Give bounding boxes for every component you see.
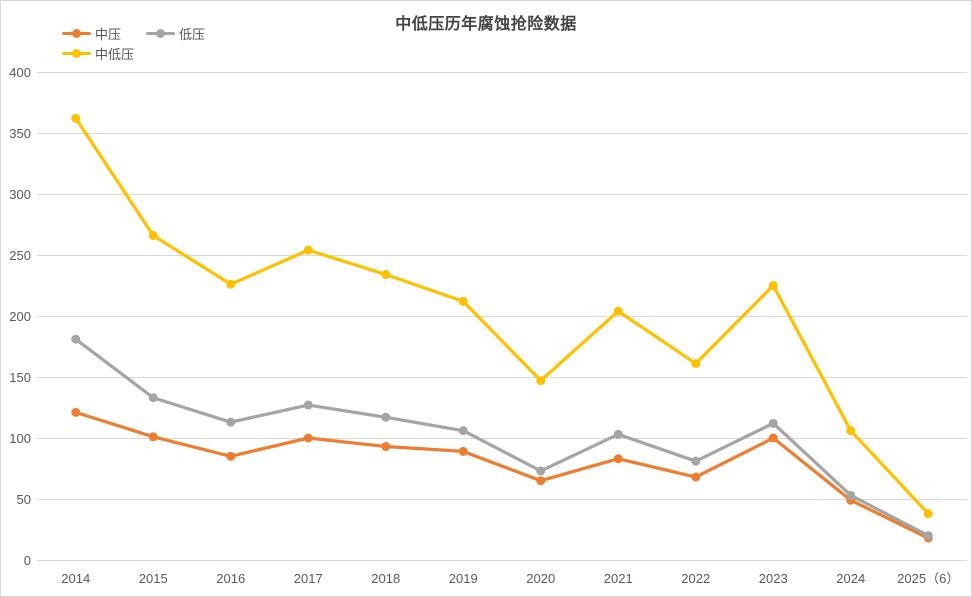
y-tick-label: 400 bbox=[9, 65, 31, 80]
data-point bbox=[768, 418, 778, 428]
legend-line-marker-icon bbox=[146, 28, 175, 38]
series-中低压 bbox=[71, 113, 933, 519]
data-point bbox=[226, 279, 236, 289]
data-point bbox=[458, 296, 468, 306]
legend-item-中压[interactable]: 中压 bbox=[62, 26, 122, 42]
y-tick-label: 100 bbox=[9, 431, 31, 446]
series-中压 bbox=[71, 407, 933, 543]
data-point bbox=[458, 446, 468, 456]
y-tick-label: 200 bbox=[9, 309, 31, 324]
legend-line-marker-icon bbox=[62, 28, 91, 38]
data-point bbox=[381, 442, 391, 452]
data-point bbox=[303, 245, 313, 255]
data-point bbox=[536, 376, 546, 386]
x-tick-label: 2021 bbox=[604, 571, 633, 586]
data-point bbox=[923, 531, 933, 541]
x-tick-label: 2020 bbox=[526, 571, 555, 586]
chart-title: 中低压历年腐蚀抢险数据 bbox=[395, 16, 577, 33]
x-tick-label: 2018 bbox=[371, 571, 400, 586]
legend-label: 低压 bbox=[179, 26, 206, 42]
data-point bbox=[226, 451, 236, 461]
data-point bbox=[148, 230, 158, 240]
x-tick-label: 2017 bbox=[294, 571, 323, 586]
legend-item-低压[interactable]: 低压 bbox=[146, 26, 206, 42]
legend-label: 中压 bbox=[95, 26, 122, 42]
data-point bbox=[691, 472, 701, 482]
x-tick-label: 2025（6） bbox=[897, 571, 959, 586]
data-point bbox=[226, 417, 236, 427]
data-point bbox=[613, 454, 623, 464]
legend-item-中低压[interactable]: 中低压 bbox=[62, 46, 135, 62]
data-point bbox=[691, 456, 701, 466]
y-tick-label: 0 bbox=[24, 553, 31, 568]
y-axis-labels: 0 50 100 150 200 250 300 350 400 bbox=[9, 65, 31, 568]
data-point bbox=[768, 281, 778, 290]
data-point bbox=[303, 400, 313, 410]
data-point bbox=[71, 334, 81, 344]
data-point bbox=[381, 270, 391, 280]
legend-label: 中低压 bbox=[95, 46, 135, 62]
data-point bbox=[613, 306, 623, 316]
data-point bbox=[71, 113, 81, 123]
x-tick-label: 2023 bbox=[759, 571, 788, 586]
y-tick-label: 50 bbox=[17, 492, 31, 507]
legend-line-marker-icon bbox=[62, 48, 91, 58]
gridlines bbox=[37, 72, 967, 561]
y-tick-label: 250 bbox=[9, 248, 31, 263]
data-point bbox=[691, 359, 701, 369]
x-tick-label: 2024 bbox=[836, 571, 865, 586]
x-tick-label: 2014 bbox=[61, 571, 90, 586]
y-tick-label: 300 bbox=[9, 187, 31, 202]
x-tick-label: 2015 bbox=[139, 571, 168, 586]
data-point bbox=[381, 412, 391, 422]
y-tick-label: 350 bbox=[9, 126, 31, 141]
data-point bbox=[846, 490, 856, 500]
data-point bbox=[536, 476, 546, 486]
data-point bbox=[613, 429, 623, 439]
series-line-0 bbox=[74, 410, 930, 540]
data-point bbox=[148, 393, 158, 403]
x-tick-label: 2019 bbox=[449, 571, 478, 586]
x-tick-label: 2022 bbox=[681, 571, 710, 586]
series-line-1 bbox=[74, 337, 930, 538]
series-line-2 bbox=[74, 116, 930, 516]
data-point bbox=[458, 426, 468, 436]
x-axis-labels: 2014 2015 2016 2017 2018 2019 2020 2021 2022 2023… bbox=[61, 571, 959, 586]
data-point bbox=[148, 432, 158, 442]
data-point bbox=[303, 433, 313, 443]
x-tick-label: 2016 bbox=[216, 571, 245, 586]
data-point bbox=[923, 509, 933, 519]
data-point bbox=[768, 433, 778, 443]
data-point bbox=[536, 466, 546, 476]
data-point bbox=[71, 407, 81, 417]
y-tick-label: 150 bbox=[9, 370, 31, 385]
series-低压 bbox=[71, 334, 933, 541]
data-point bbox=[846, 426, 856, 436]
